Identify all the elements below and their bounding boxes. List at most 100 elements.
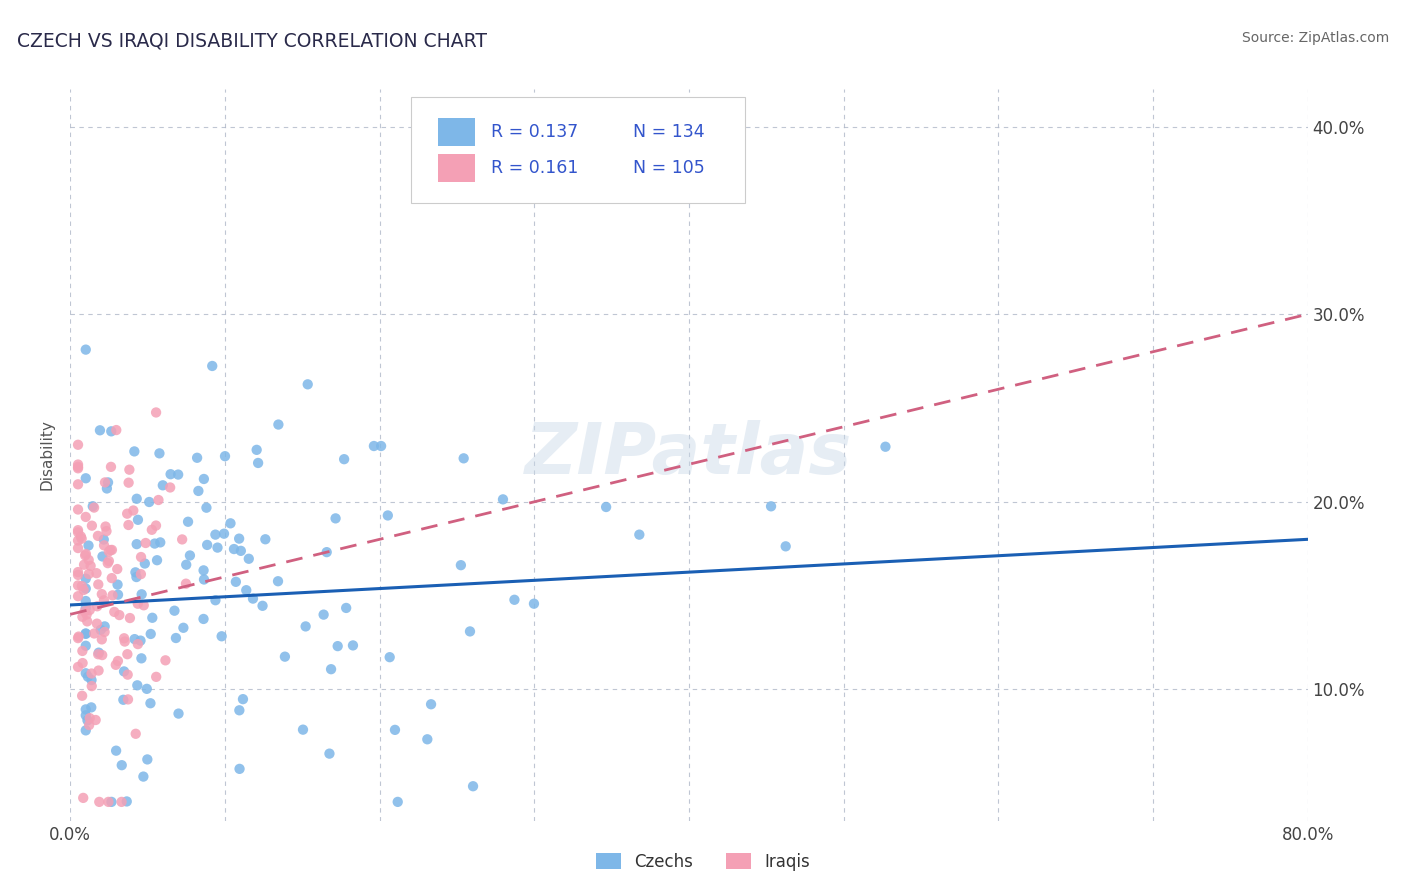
- Point: [228, 762, 250, 776]
- Point: [141, 523, 163, 537]
- Point: [127, 678, 149, 692]
- Point: [232, 692, 254, 706]
- Point: [67, 589, 90, 603]
- Point: [75, 594, 97, 608]
- Point: [77, 553, 100, 567]
- Point: [875, 440, 897, 454]
- Point: [75, 547, 97, 561]
- Point: [297, 377, 319, 392]
- Point: [193, 472, 215, 486]
- Point: [138, 495, 160, 509]
- Point: [97, 554, 120, 568]
- Point: [90, 587, 112, 601]
- Point: [163, 604, 186, 618]
- Point: [155, 653, 177, 667]
- Point: [148, 493, 170, 508]
- Point: [93, 619, 115, 633]
- Point: [228, 532, 250, 546]
- Point: [70, 689, 93, 703]
- Point: [131, 651, 153, 665]
- Point: [100, 459, 122, 474]
- Point: [135, 681, 157, 696]
- Y-axis label: Disability: Disability: [39, 419, 55, 491]
- Point: [167, 467, 190, 482]
- Point: [96, 482, 118, 496]
- Point: [67, 461, 90, 475]
- Point: [450, 558, 472, 573]
- Point: [461, 779, 484, 793]
- Text: ZIPatlas: ZIPatlas: [526, 420, 852, 490]
- Point: [75, 572, 97, 586]
- Point: [775, 539, 797, 553]
- Point: [318, 747, 340, 761]
- Point: [79, 558, 101, 573]
- Point: [252, 599, 274, 613]
- Point: [97, 795, 120, 809]
- Point: [83, 500, 105, 515]
- Point: [127, 637, 149, 651]
- Point: [67, 525, 90, 540]
- Point: [125, 537, 148, 551]
- Point: [225, 574, 247, 589]
- Point: [75, 510, 97, 524]
- Point: [204, 593, 226, 607]
- Point: [67, 523, 90, 537]
- Point: [333, 452, 356, 467]
- Point: [75, 582, 97, 596]
- Point: [503, 592, 526, 607]
- Point: [222, 542, 245, 557]
- Point: [90, 623, 112, 637]
- Point: [238, 551, 260, 566]
- Point: [172, 621, 194, 635]
- Point: [67, 533, 90, 548]
- Point: [75, 639, 97, 653]
- Point: [79, 711, 101, 725]
- Point: [193, 563, 215, 577]
- Point: [136, 752, 159, 766]
- Point: [458, 624, 481, 639]
- Point: [115, 507, 138, 521]
- Point: [152, 478, 174, 492]
- Point: [110, 795, 132, 809]
- Point: [312, 607, 335, 622]
- Point: [211, 629, 233, 643]
- Point: [319, 662, 342, 676]
- Point: [124, 632, 146, 647]
- Point: [315, 545, 337, 559]
- Point: [139, 627, 162, 641]
- Point: [387, 795, 409, 809]
- Point: [93, 593, 115, 607]
- Point: [492, 492, 515, 507]
- Point: [100, 425, 122, 439]
- Text: R = 0.137: R = 0.137: [491, 122, 578, 141]
- Point: [628, 527, 651, 541]
- Point: [267, 574, 290, 589]
- Point: [326, 639, 349, 653]
- Point: [97, 544, 120, 558]
- Point: [159, 467, 181, 482]
- Point: [247, 456, 270, 470]
- Point: [132, 770, 155, 784]
- FancyBboxPatch shape: [437, 118, 475, 145]
- Point: [117, 518, 139, 533]
- Point: [117, 475, 139, 490]
- Point: [112, 665, 135, 679]
- FancyBboxPatch shape: [437, 154, 475, 182]
- Point: [105, 744, 128, 758]
- Point: [148, 446, 170, 460]
- Point: [342, 639, 364, 653]
- Point: [131, 587, 153, 601]
- Point: [72, 656, 94, 670]
- Point: [101, 588, 124, 602]
- Text: Source: ZipAtlas.com: Source: ZipAtlas.com: [1241, 31, 1389, 45]
- Point: [91, 549, 114, 564]
- Point: [67, 459, 90, 474]
- Point: [212, 526, 235, 541]
- Point: [193, 573, 215, 587]
- Point: [195, 500, 218, 515]
- Point: [523, 597, 546, 611]
- Point: [118, 611, 141, 625]
- Point: [294, 619, 316, 633]
- Point: [90, 632, 112, 647]
- Point: [73, 558, 96, 572]
